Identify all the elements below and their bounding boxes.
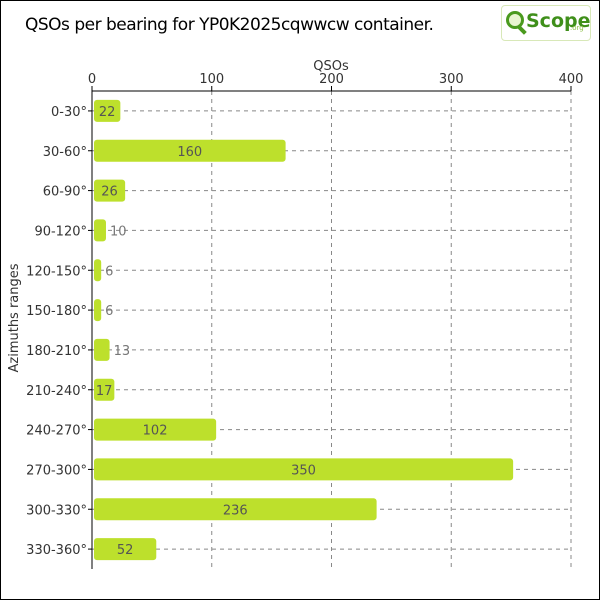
bar	[94, 418, 217, 441]
data-label: 52	[117, 543, 134, 558]
bar	[94, 378, 115, 401]
category-label: 300-330°	[26, 503, 87, 518]
bar	[94, 299, 102, 322]
bar	[94, 99, 121, 122]
category-label: 0-30°	[51, 105, 87, 120]
category-label: 270-300°	[26, 463, 87, 478]
data-label: 6	[105, 264, 113, 279]
category-label: 30-60°	[43, 145, 87, 160]
bar	[94, 498, 377, 521]
logo-text: Scope	[526, 10, 591, 32]
x-tick-label: 0	[88, 72, 96, 87]
category-label: 330-360°	[26, 543, 87, 558]
magnifier-icon	[506, 11, 524, 29]
category-label: 150-180°	[26, 304, 87, 319]
category-label: 90-120°	[34, 224, 87, 239]
logo-suffix: .org	[570, 24, 584, 32]
bar	[94, 458, 514, 481]
x-axis-title: QSOs	[313, 59, 349, 74]
bar	[94, 139, 286, 162]
data-label: 236	[223, 503, 248, 518]
axes: 0 100 200 300 400 0-30° 30-60° 60-90° 90-120° 120…	[26, 72, 583, 569]
bar	[94, 338, 110, 361]
data-label: 160	[177, 145, 202, 160]
data-label: 13	[114, 344, 131, 359]
x-tick-label: 200	[319, 72, 344, 87]
data-label: 22	[99, 105, 116, 120]
bar	[94, 179, 126, 202]
bar	[94, 219, 106, 242]
category-label: 240-270°	[26, 424, 87, 439]
data-label: 26	[101, 185, 118, 200]
x-tick-label: 100	[199, 72, 224, 87]
category-label: 210-240°	[26, 384, 87, 399]
bar	[94, 538, 157, 561]
category-label: 60-90°	[43, 185, 87, 200]
x-tick-label: 300	[439, 72, 464, 87]
data-label: 350	[291, 463, 316, 478]
y-axis-title: Azimuths ranges	[7, 263, 22, 372]
category-label: 120-150°	[26, 264, 87, 279]
category-label: 180-210°	[26, 344, 87, 359]
qscope-logo: Scope .org	[501, 5, 591, 41]
bar	[94, 259, 102, 282]
bars: 22 160 26 10 6 6 13 17 102 350 236 52	[94, 99, 514, 561]
data-label: 10	[110, 224, 127, 239]
x-tick-label: 400	[559, 72, 584, 87]
grid-lines	[92, 91, 572, 569]
chart-title: QSOs per bearing for YP0K2025cqwwcw cont…	[25, 15, 434, 35]
data-label: 6	[105, 304, 113, 319]
data-label: 17	[96, 384, 113, 399]
data-label: 102	[143, 424, 168, 439]
